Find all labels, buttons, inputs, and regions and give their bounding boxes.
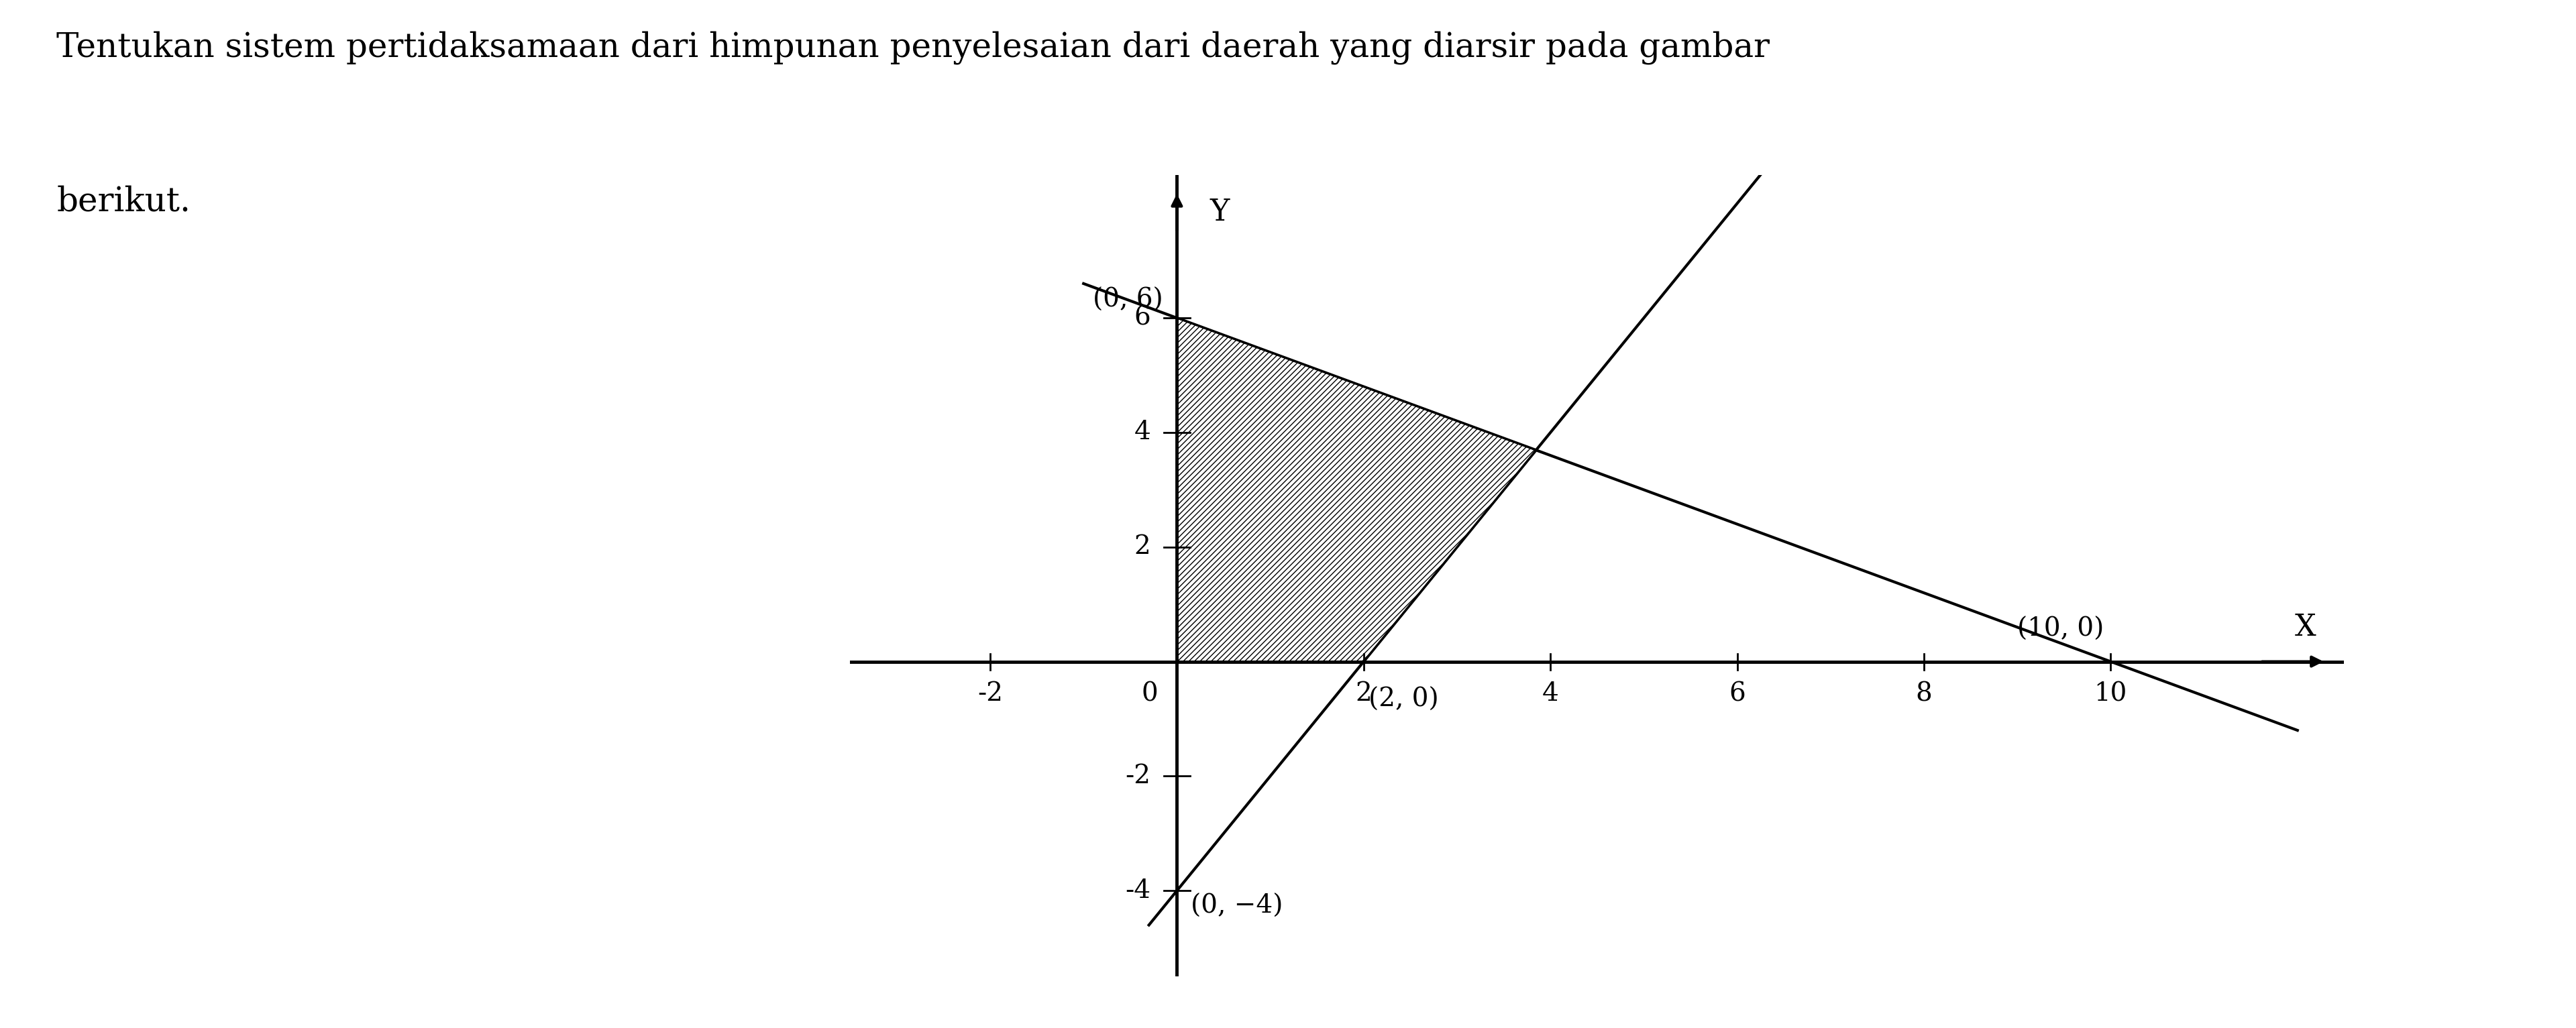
Text: 4: 4: [1543, 682, 1558, 706]
Text: Y: Y: [1211, 197, 1229, 226]
Text: (0, −4): (0, −4): [1190, 893, 1283, 918]
Text: -2: -2: [1126, 764, 1151, 788]
Text: -2: -2: [976, 682, 1002, 706]
Text: (0, 6): (0, 6): [1092, 288, 1162, 313]
Text: Tentukan sistem pertidaksamaan dari himpunan penyelesaian dari daerah yang diars: Tentukan sistem pertidaksamaan dari himp…: [57, 31, 1770, 65]
Polygon shape: [1177, 318, 1535, 662]
Text: 10: 10: [2094, 682, 2128, 706]
Text: 6: 6: [1133, 305, 1151, 330]
Text: (2, 0): (2, 0): [1368, 688, 1437, 712]
Text: X: X: [2295, 613, 2316, 641]
Text: 0: 0: [1141, 682, 1159, 706]
Text: (10, 0): (10, 0): [2017, 617, 2105, 641]
Text: 2: 2: [1355, 682, 1373, 706]
Text: 8: 8: [1917, 682, 1932, 706]
Text: 6: 6: [1728, 682, 1747, 706]
Text: -4: -4: [1126, 878, 1151, 903]
Text: 4: 4: [1133, 420, 1151, 445]
Text: 2: 2: [1133, 535, 1151, 559]
Text: berikut.: berikut.: [57, 185, 191, 218]
